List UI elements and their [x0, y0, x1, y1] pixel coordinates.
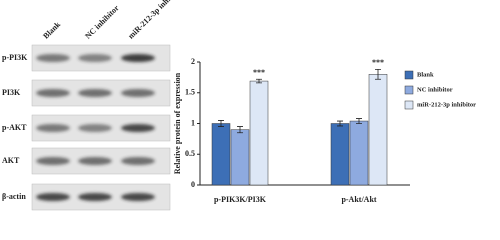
blot-band [36, 54, 70, 62]
error-bar [337, 120, 343, 127]
y-axis-label: Relative protein of expression [173, 72, 182, 174]
column-label: NC inhibitor [83, 3, 121, 41]
blot-band [78, 157, 112, 165]
y-tick-label: 1.5 [185, 88, 195, 97]
blot-band [121, 193, 155, 201]
blot-band [78, 54, 112, 62]
western-blot: Blank NC inhibitor miR-212-3p inhibitor p-P… [2, 0, 184, 211]
row-label: PI3K [2, 88, 21, 97]
bar-chart: 0 0.5 1 1.5 2 Relative protein of expression p… [173, 57, 476, 204]
y-tick-label: 2 [191, 57, 195, 66]
error-bar [237, 126, 243, 134]
figure: Blank NC inhibitor miR-212-3p inhibitorp-P… [2, 0, 476, 211]
legend-label: NC inhibitor [417, 86, 453, 93]
blot-band [78, 89, 112, 97]
legend-label: Blank [417, 71, 434, 78]
legend-label: miR-212-3p inhibitor [417, 101, 476, 108]
blot-band [36, 193, 70, 201]
y-tick-label: 1 [191, 118, 195, 127]
y-tick-label: 0 [191, 180, 195, 189]
blot-band [78, 193, 112, 201]
column-label: miR-212-3p inhibitor [126, 0, 184, 41]
blot-band [36, 89, 70, 97]
bar [349, 120, 369, 186]
blot-band [36, 124, 70, 132]
blot-band [78, 124, 112, 132]
legend-swatch [404, 85, 414, 95]
significance-label: *** [372, 58, 384, 67]
legend-swatch [404, 100, 414, 110]
bar [249, 80, 269, 186]
error-bar [256, 78, 262, 84]
x-tick-label: p-PIK3K/PI3K [214, 195, 267, 204]
row-label: β-actin [2, 192, 26, 201]
error-bar [218, 120, 224, 127]
bar [211, 123, 231, 186]
blot-band [121, 124, 155, 132]
y-tick-label: 0.5 [185, 149, 195, 158]
blot-band [121, 54, 155, 62]
legend-swatch [404, 70, 414, 80]
blot-band [121, 89, 155, 97]
error-bar [356, 118, 362, 124]
x-tick-label: p-Akt/Akt [341, 195, 376, 204]
row-label: p-AKT [2, 123, 27, 132]
column-label: Blank [41, 19, 62, 40]
row-label: AKT [2, 156, 20, 165]
bar [368, 74, 388, 186]
bar [330, 123, 350, 186]
error-bar [375, 68, 381, 80]
bar [230, 129, 250, 186]
blot-band [36, 157, 70, 165]
blot-band [121, 157, 155, 165]
significance-label: *** [253, 68, 265, 77]
row-label: p-PI3K [2, 53, 28, 62]
